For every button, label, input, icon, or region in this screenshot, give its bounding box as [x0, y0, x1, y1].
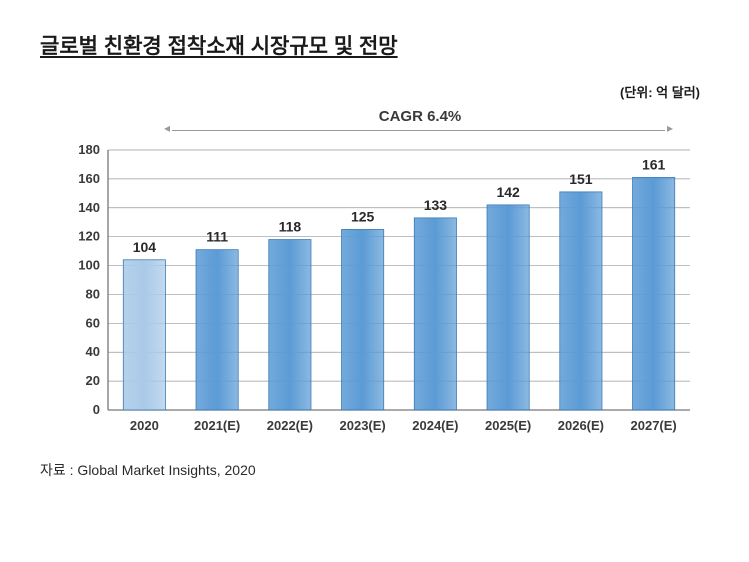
bar: [633, 177, 675, 410]
bar-value: 151: [569, 171, 593, 187]
svg-text:0: 0: [93, 402, 100, 417]
bar: [123, 260, 165, 410]
bar-value: 142: [496, 184, 520, 200]
bar: [196, 250, 238, 410]
bar-value: 118: [279, 219, 302, 235]
category-label: 2023(E): [340, 418, 386, 433]
cagr-label: CAGR 6.4%: [180, 108, 660, 125]
category-label: 2024(E): [412, 418, 458, 433]
svg-text:80: 80: [86, 286, 100, 301]
page-title: 글로벌 친환경 접착소재 시장규모 및 전망: [40, 30, 709, 60]
unit-label: (단위: 억 달러): [620, 82, 700, 101]
svg-text:20: 20: [86, 373, 100, 388]
bar: [487, 205, 529, 410]
bar-value: 104: [133, 239, 157, 255]
bar-value: 125: [351, 208, 375, 224]
category-label: 2020: [130, 418, 159, 433]
source-text: 자료 : Global Market Insights, 2020: [40, 460, 709, 480]
bar-value: 161: [642, 156, 666, 172]
bar: [560, 192, 602, 410]
svg-text:180: 180: [78, 142, 100, 157]
bar-chart: 0 20 40 60 80 100 120 140 160 180 104 2020 111 2021(E…: [60, 100, 700, 440]
bar-value: 133: [424, 197, 448, 213]
svg-text:160: 160: [78, 171, 100, 186]
svg-text:100: 100: [78, 258, 100, 273]
bar-value: 111: [206, 229, 228, 245]
cagr-arrow: [172, 130, 665, 131]
category-label: 2025(E): [485, 418, 531, 433]
bar: [342, 229, 384, 410]
bar: [269, 240, 311, 410]
svg-text:60: 60: [86, 315, 100, 330]
bar: [414, 218, 456, 410]
chart-container: (단위: 억 달러) CAGR 6.4% 0204060801001201401…: [60, 100, 700, 440]
svg-text:140: 140: [78, 200, 100, 215]
category-label: 2022(E): [267, 418, 313, 433]
category-label: 2027(E): [631, 418, 677, 433]
category-label: 2021(E): [194, 418, 240, 433]
category-label: 2026(E): [558, 418, 604, 433]
svg-text:40: 40: [86, 344, 100, 359]
svg-text:120: 120: [78, 229, 100, 244]
